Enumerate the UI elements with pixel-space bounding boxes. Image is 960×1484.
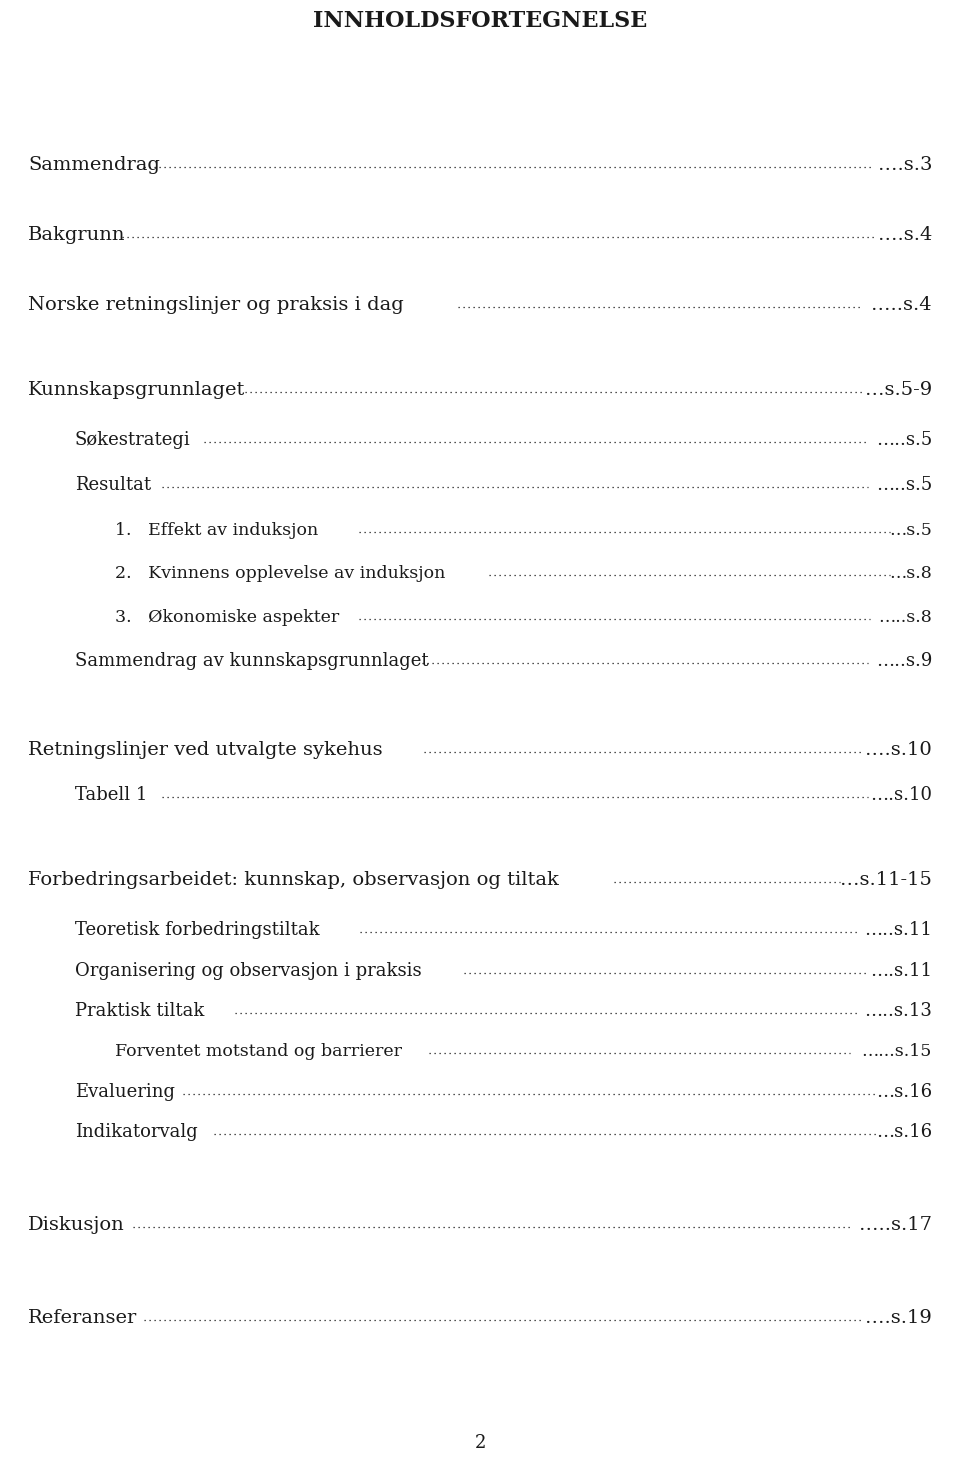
Text: 2.   Kvinnens opplevelse av induksjon: 2. Kvinnens opplevelse av induksjon [115, 565, 445, 582]
Text: Indikatorvalg: Indikatorvalg [75, 1123, 198, 1141]
Text: Teoretisk forbedringstiltak: Teoretisk forbedringstiltak [75, 922, 320, 939]
Text: Praktisk tiltak: Praktisk tiltak [75, 1002, 204, 1020]
Text: 1.   Effekt av induksjon: 1. Effekt av induksjon [115, 522, 319, 539]
Text: …...s.15: …...s.15 [862, 1043, 932, 1060]
Text: …s.11-15: …s.11-15 [840, 871, 932, 889]
Text: …..s.5: …..s.5 [876, 476, 932, 494]
Text: Sammendrag av kunnskapsgrunnlaget: Sammendrag av kunnskapsgrunnlaget [75, 651, 428, 669]
Text: …s.16: …s.16 [876, 1123, 932, 1141]
Text: Norske retningslinjer og praksis i dag: Norske retningslinjer og praksis i dag [28, 295, 404, 315]
Text: ….s.10: ….s.10 [865, 741, 932, 758]
Text: Kunnskapsgrunnlaget: Kunnskapsgrunnlaget [28, 381, 246, 399]
Text: Organisering og observasjon i praksis: Organisering og observasjon i praksis [75, 962, 421, 979]
Text: ….s.3: ….s.3 [877, 156, 932, 174]
Text: …..s.9: …..s.9 [876, 651, 932, 669]
Text: 3.   Økonomiske aspekter: 3. Økonomiske aspekter [115, 608, 339, 626]
Text: 2: 2 [474, 1434, 486, 1451]
Text: ….s.4: ….s.4 [877, 226, 932, 243]
Text: …..s.4: …..s.4 [872, 295, 932, 315]
Text: …..s.13: …..s.13 [864, 1002, 932, 1020]
Text: Forventet motstand og barrierer: Forventet motstand og barrierer [115, 1043, 402, 1060]
Text: …..s.11: …..s.11 [864, 922, 932, 939]
Text: Bakgrunn: Bakgrunn [28, 226, 126, 243]
Text: Resultat: Resultat [75, 476, 151, 494]
Text: Diskusjon: Diskusjon [28, 1215, 125, 1235]
Text: …..s.5: …..s.5 [876, 430, 932, 450]
Text: …s.5: …s.5 [889, 522, 932, 539]
Text: …..s.17: …..s.17 [859, 1215, 932, 1235]
Text: Tabell 1: Tabell 1 [75, 787, 148, 804]
Text: Retningslinjer ved utvalgte sykehus: Retningslinjer ved utvalgte sykehus [28, 741, 383, 758]
Text: ….s.19: ….s.19 [865, 1309, 932, 1327]
Text: Sammendrag: Sammendrag [28, 156, 160, 174]
Text: …s.8: …s.8 [889, 565, 932, 582]
Text: ….s.11: ….s.11 [870, 962, 932, 979]
Text: ….s.10: ….s.10 [870, 787, 932, 804]
Text: …..s.8: …..s.8 [878, 608, 932, 626]
Text: …s.16: …s.16 [876, 1083, 932, 1101]
Text: Forbedringsarbeidet: kunnskap, observasjon og tiltak: Forbedringsarbeidet: kunnskap, observasj… [28, 871, 559, 889]
Text: Referanser: Referanser [28, 1309, 137, 1327]
Text: INNHOLDSFORTEGNELSE: INNHOLDSFORTEGNELSE [313, 10, 647, 33]
Text: Evaluering: Evaluering [75, 1083, 175, 1101]
Text: Søkestrategi: Søkestrategi [75, 430, 191, 450]
Text: …s.5-9: …s.5-9 [865, 381, 932, 399]
